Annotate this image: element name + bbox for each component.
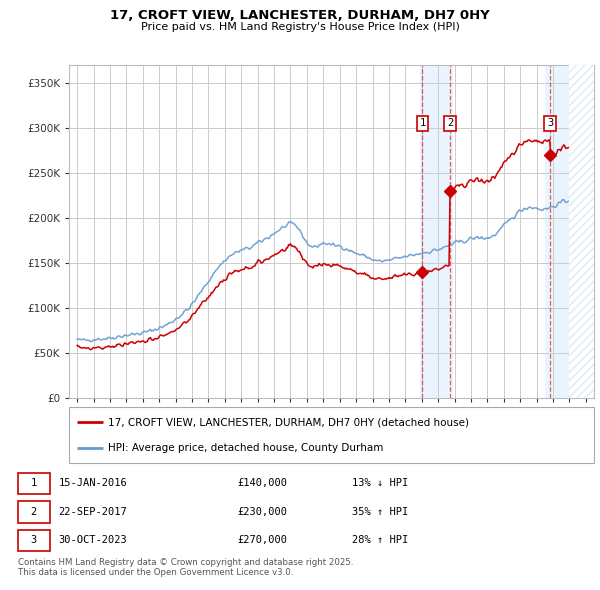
Text: 3: 3 [31,535,37,545]
Text: 17, CROFT VIEW, LANCHESTER, DURHAM, DH7 0HY (detached house): 17, CROFT VIEW, LANCHESTER, DURHAM, DH7 … [109,417,469,427]
Text: 2: 2 [31,507,37,517]
Bar [420,65,453,398]
FancyBboxPatch shape [69,407,594,463]
Text: £230,000: £230,000 [237,507,287,517]
Bar [569,65,594,398]
Text: 1: 1 [419,118,425,128]
Text: £270,000: £270,000 [237,535,287,545]
Bar [545,65,581,398]
Text: 22-SEP-2017: 22-SEP-2017 [58,507,127,517]
Text: 2: 2 [447,118,453,128]
Text: 13% ↓ HPI: 13% ↓ HPI [352,478,409,489]
Text: 3: 3 [547,118,553,128]
FancyBboxPatch shape [18,530,50,551]
Text: 35% ↑ HPI: 35% ↑ HPI [352,507,409,517]
Bar [569,65,594,398]
Text: 15-JAN-2016: 15-JAN-2016 [58,478,127,489]
Text: Price paid vs. HM Land Registry's House Price Index (HPI): Price paid vs. HM Land Registry's House … [140,22,460,32]
FancyBboxPatch shape [18,473,50,494]
Text: 1: 1 [31,478,37,489]
Text: HPI: Average price, detached house, County Durham: HPI: Average price, detached house, Coun… [109,443,384,453]
Text: £140,000: £140,000 [237,478,287,489]
Text: 17, CROFT VIEW, LANCHESTER, DURHAM, DH7 0HY: 17, CROFT VIEW, LANCHESTER, DURHAM, DH7 … [110,9,490,22]
Text: Contains HM Land Registry data © Crown copyright and database right 2025.
This d: Contains HM Land Registry data © Crown c… [18,558,353,577]
Text: 30-OCT-2023: 30-OCT-2023 [58,535,127,545]
FancyBboxPatch shape [18,501,50,523]
Text: 28% ↑ HPI: 28% ↑ HPI [352,535,409,545]
